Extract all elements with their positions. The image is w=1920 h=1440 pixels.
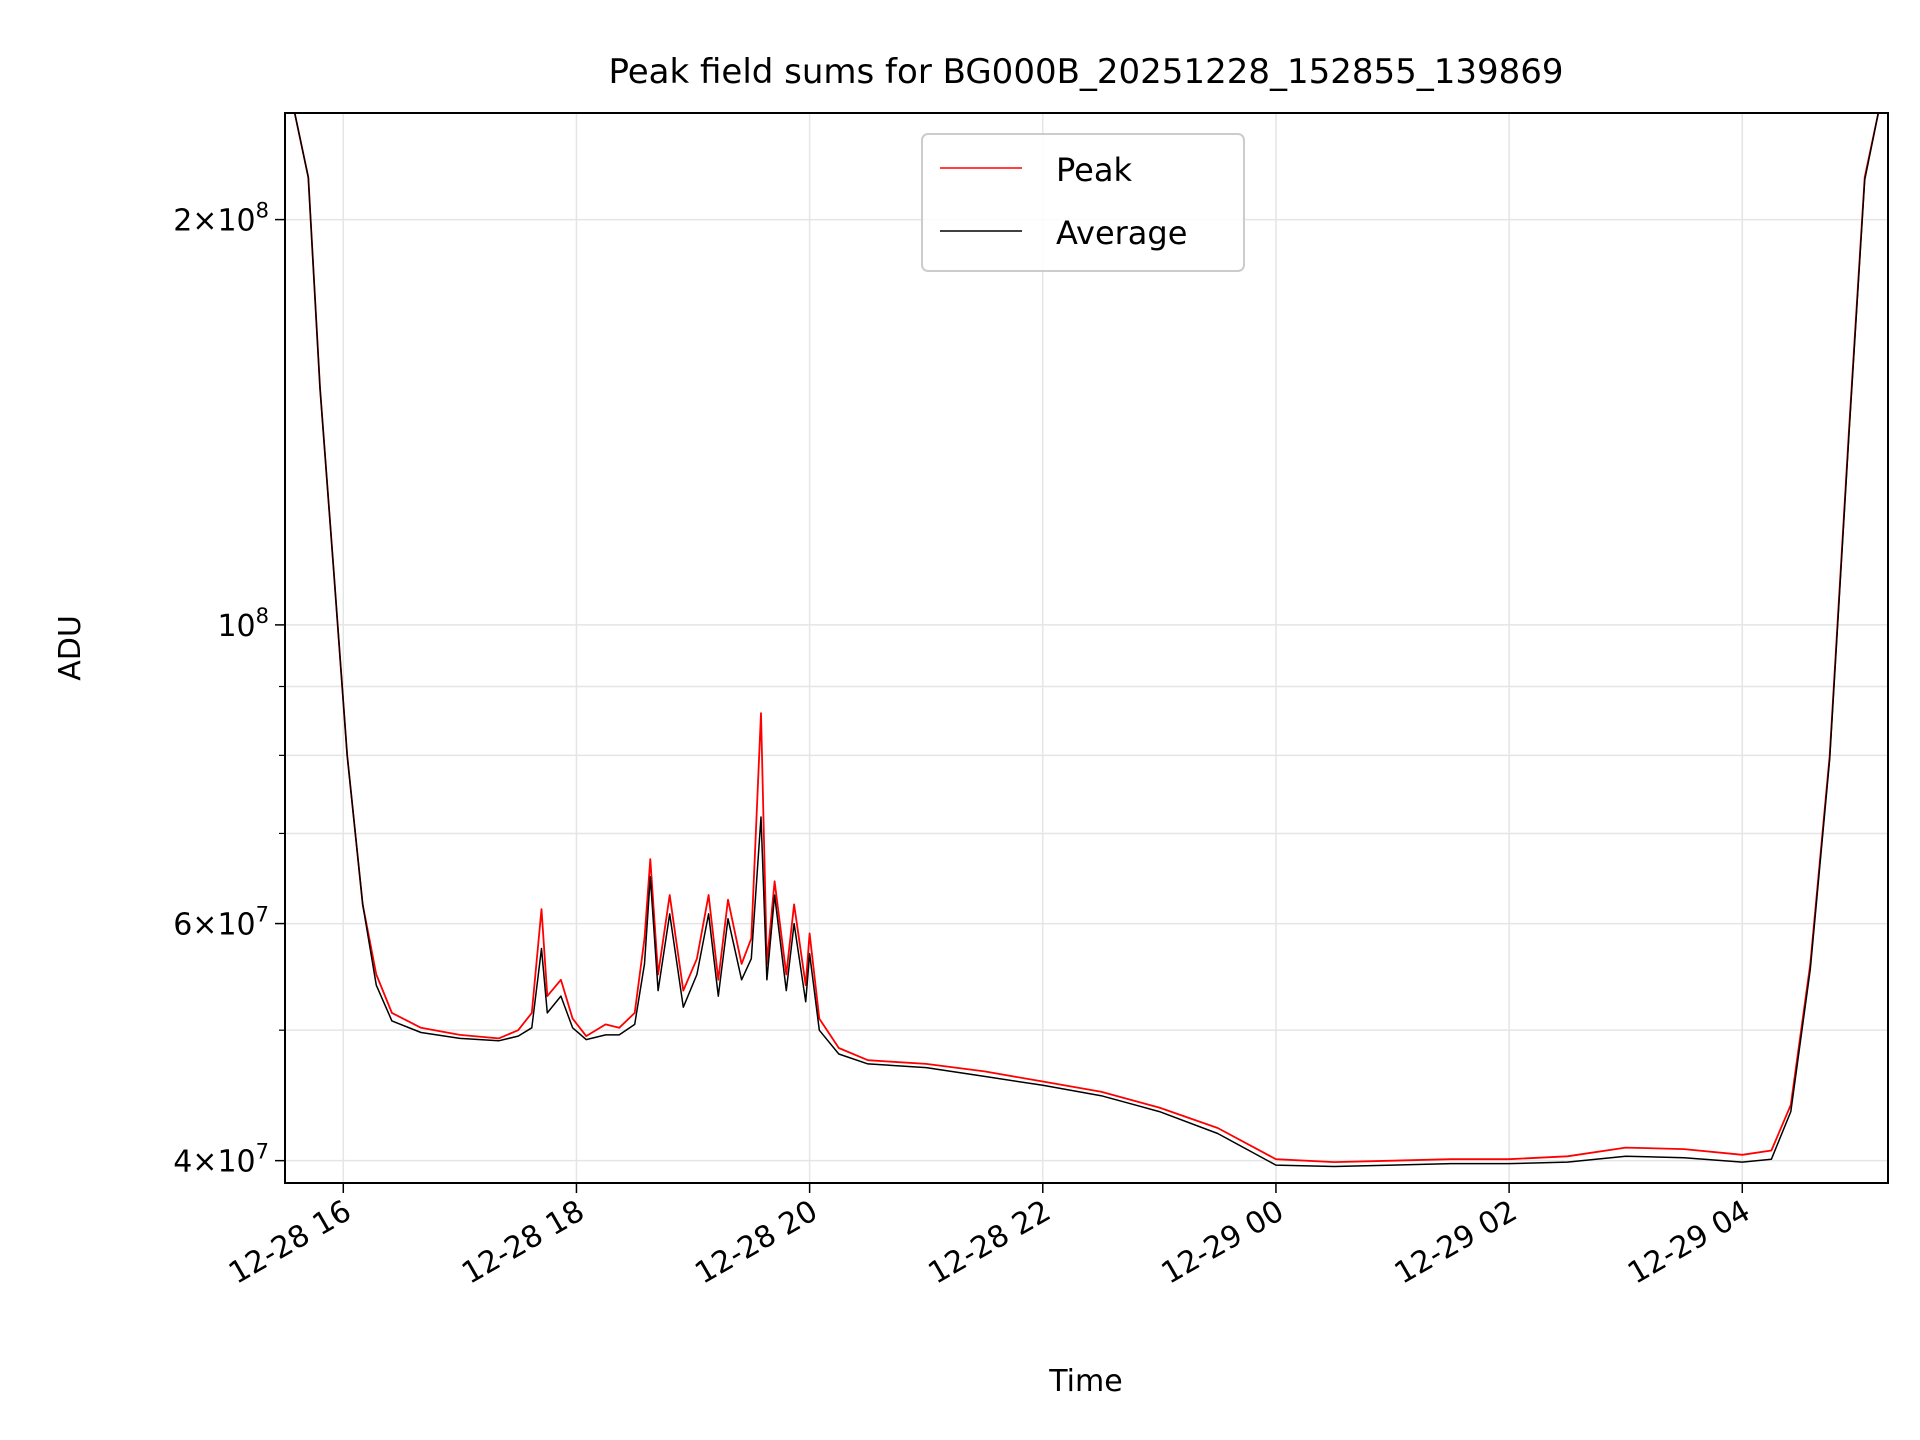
series-line-average	[293, 112, 1880, 1168]
y-axis: 4×107 6×107 108 2×108	[173, 199, 285, 1180]
y-tick-label: 4×107	[173, 1140, 269, 1180]
y-tick-label: 6×107	[173, 903, 269, 943]
legend: Peak Average	[921, 133, 1245, 272]
series-line-peak	[293, 112, 1880, 1163]
y-tick-label: 108	[217, 604, 269, 644]
series-layer	[293, 112, 1880, 1168]
x-axis-label: Time	[1048, 1364, 1122, 1399]
chart-title: Peak field sums for BG000B_20251228_1528…	[608, 52, 1563, 92]
legend-label-average: Average	[1056, 214, 1187, 252]
legend-label-peak: Peak	[1056, 151, 1132, 189]
plot-frame	[284, 112, 1889, 1184]
y-axis-label: ADU	[53, 615, 88, 681]
y-tick-label: 2×108	[173, 199, 269, 239]
